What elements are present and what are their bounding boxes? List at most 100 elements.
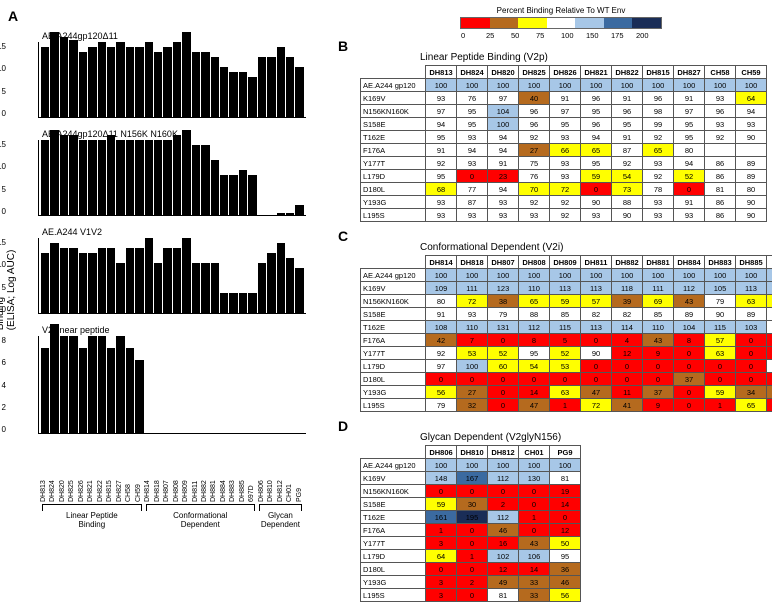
heat-cell: 131 (488, 321, 519, 334)
bar (126, 140, 134, 215)
heat-cell: 72 (581, 399, 612, 412)
heat-cell: 100 (550, 459, 581, 472)
heat-cell: 59 (705, 386, 736, 399)
heat-cell: 100 (705, 79, 736, 92)
bar (116, 42, 124, 117)
heat-cell: 130 (519, 472, 550, 485)
heat-cell: 100 (519, 459, 550, 472)
heat-cell: 100 (457, 79, 488, 92)
bar (60, 135, 68, 215)
heat-cell: 195 (457, 511, 488, 524)
col-header: DH825 (519, 66, 550, 79)
heat-cell: 91 (612, 131, 643, 144)
heat-cell: 108 (426, 321, 457, 334)
heat-cell: 92 (550, 209, 581, 222)
row-header: T162E (361, 131, 426, 144)
row-header: Y177T (361, 347, 426, 360)
row-header: Y193G (361, 196, 426, 209)
heat-cell: 100 (581, 269, 612, 282)
heat-cell: 94 (581, 131, 612, 144)
heat-cell: 93 (643, 209, 674, 222)
bar (135, 360, 143, 433)
heat-cell: 110 (519, 282, 550, 295)
heat-cell: 85 (643, 308, 674, 321)
heat-cell: 98 (643, 105, 674, 118)
row-header: AE.A244 gp120 (361, 459, 426, 472)
heat-cell: 0 (581, 183, 612, 196)
bar (258, 263, 266, 313)
bar (41, 47, 49, 117)
bar (107, 248, 115, 313)
heat-cell: 100 (488, 118, 519, 131)
heat-cell: 0 (581, 334, 612, 347)
heat-cell: 0 (519, 373, 550, 386)
row-header: N156KN160K (361, 295, 426, 308)
x-category: DH824 (49, 436, 57, 504)
row-header: K169V (361, 282, 426, 295)
heat-cell: 12 (550, 524, 581, 537)
legend-title: Percent Binding Relative To WT Env (460, 6, 662, 15)
row-header: L179D (361, 550, 426, 563)
bar (154, 263, 162, 313)
col-header: DH811 (581, 256, 612, 269)
legend-colorbar (460, 17, 662, 29)
heat-cell: 0 (488, 334, 519, 347)
col-header: DH806 (426, 446, 457, 459)
heat-cell: 0 (519, 498, 550, 511)
heat-cell: 95 (612, 118, 643, 131)
heat-cell: 100 (426, 269, 457, 282)
heat-cell: 65 (519, 295, 550, 308)
bar (154, 52, 162, 117)
row-header: D180L (361, 373, 426, 386)
heat-cell: 87 (457, 196, 488, 209)
col-header: CH01 (519, 446, 550, 459)
heat-cell: 56 (550, 589, 581, 602)
heat-cell: 55 (767, 295, 772, 308)
bar (201, 263, 209, 313)
subplot-2: AE.A244 V1V2151050 (8, 226, 308, 318)
x-category: CH59 (135, 436, 143, 504)
bar (211, 263, 219, 313)
heat-cell: 57 (705, 334, 736, 347)
heat-cell: 69 (643, 295, 674, 308)
x-category: DH821 (87, 436, 95, 504)
x-category: DH820 (59, 436, 67, 504)
heat-cell: 110 (643, 321, 674, 334)
heat-cell: 27 (519, 144, 550, 157)
heat-cell: 91 (674, 92, 705, 105)
bar (60, 248, 68, 313)
heat-cell: 81 (488, 589, 519, 602)
heat-cell: 0 (674, 360, 705, 373)
heat-cell: 100 (457, 360, 488, 373)
heat-cell: 95 (426, 131, 457, 144)
heat-title: Glycan Dependent (V2glyN156) (420, 432, 581, 443)
row-header: D180L (361, 563, 426, 576)
heat-cell: 100 (643, 79, 674, 92)
heat-cell: 5 (550, 334, 581, 347)
x-category: DH826 (78, 436, 86, 504)
heat-cell: 53 (550, 360, 581, 373)
bar (98, 42, 106, 117)
heat-cell: 114 (612, 321, 643, 334)
bar (229, 175, 237, 215)
heat-cell: 3 (426, 537, 457, 550)
heat-cell: 100 (767, 269, 772, 282)
heat-cell: 43 (643, 334, 674, 347)
bar (295, 205, 303, 215)
heat-cell: 63 (705, 347, 736, 360)
heat-cell: 0 (550, 511, 581, 524)
heat-cell: 0 (612, 360, 643, 373)
heat-cell: 0 (519, 524, 550, 537)
x-category: CH58 (125, 436, 133, 504)
x-category: DH885 (239, 436, 247, 504)
row-header: AE.A244 gp120 (361, 269, 426, 282)
heat-cell: 76 (519, 170, 550, 183)
heat-cell: 0 (767, 373, 772, 386)
row-header: Y177T (361, 157, 426, 170)
heat-cell: 90 (736, 196, 767, 209)
heat-cell: 96 (519, 118, 550, 131)
heat-cell: 112 (488, 472, 519, 485)
heat-cell: 110 (457, 321, 488, 334)
col-header: DH807 (488, 256, 519, 269)
heat-cell: 8 (519, 334, 550, 347)
